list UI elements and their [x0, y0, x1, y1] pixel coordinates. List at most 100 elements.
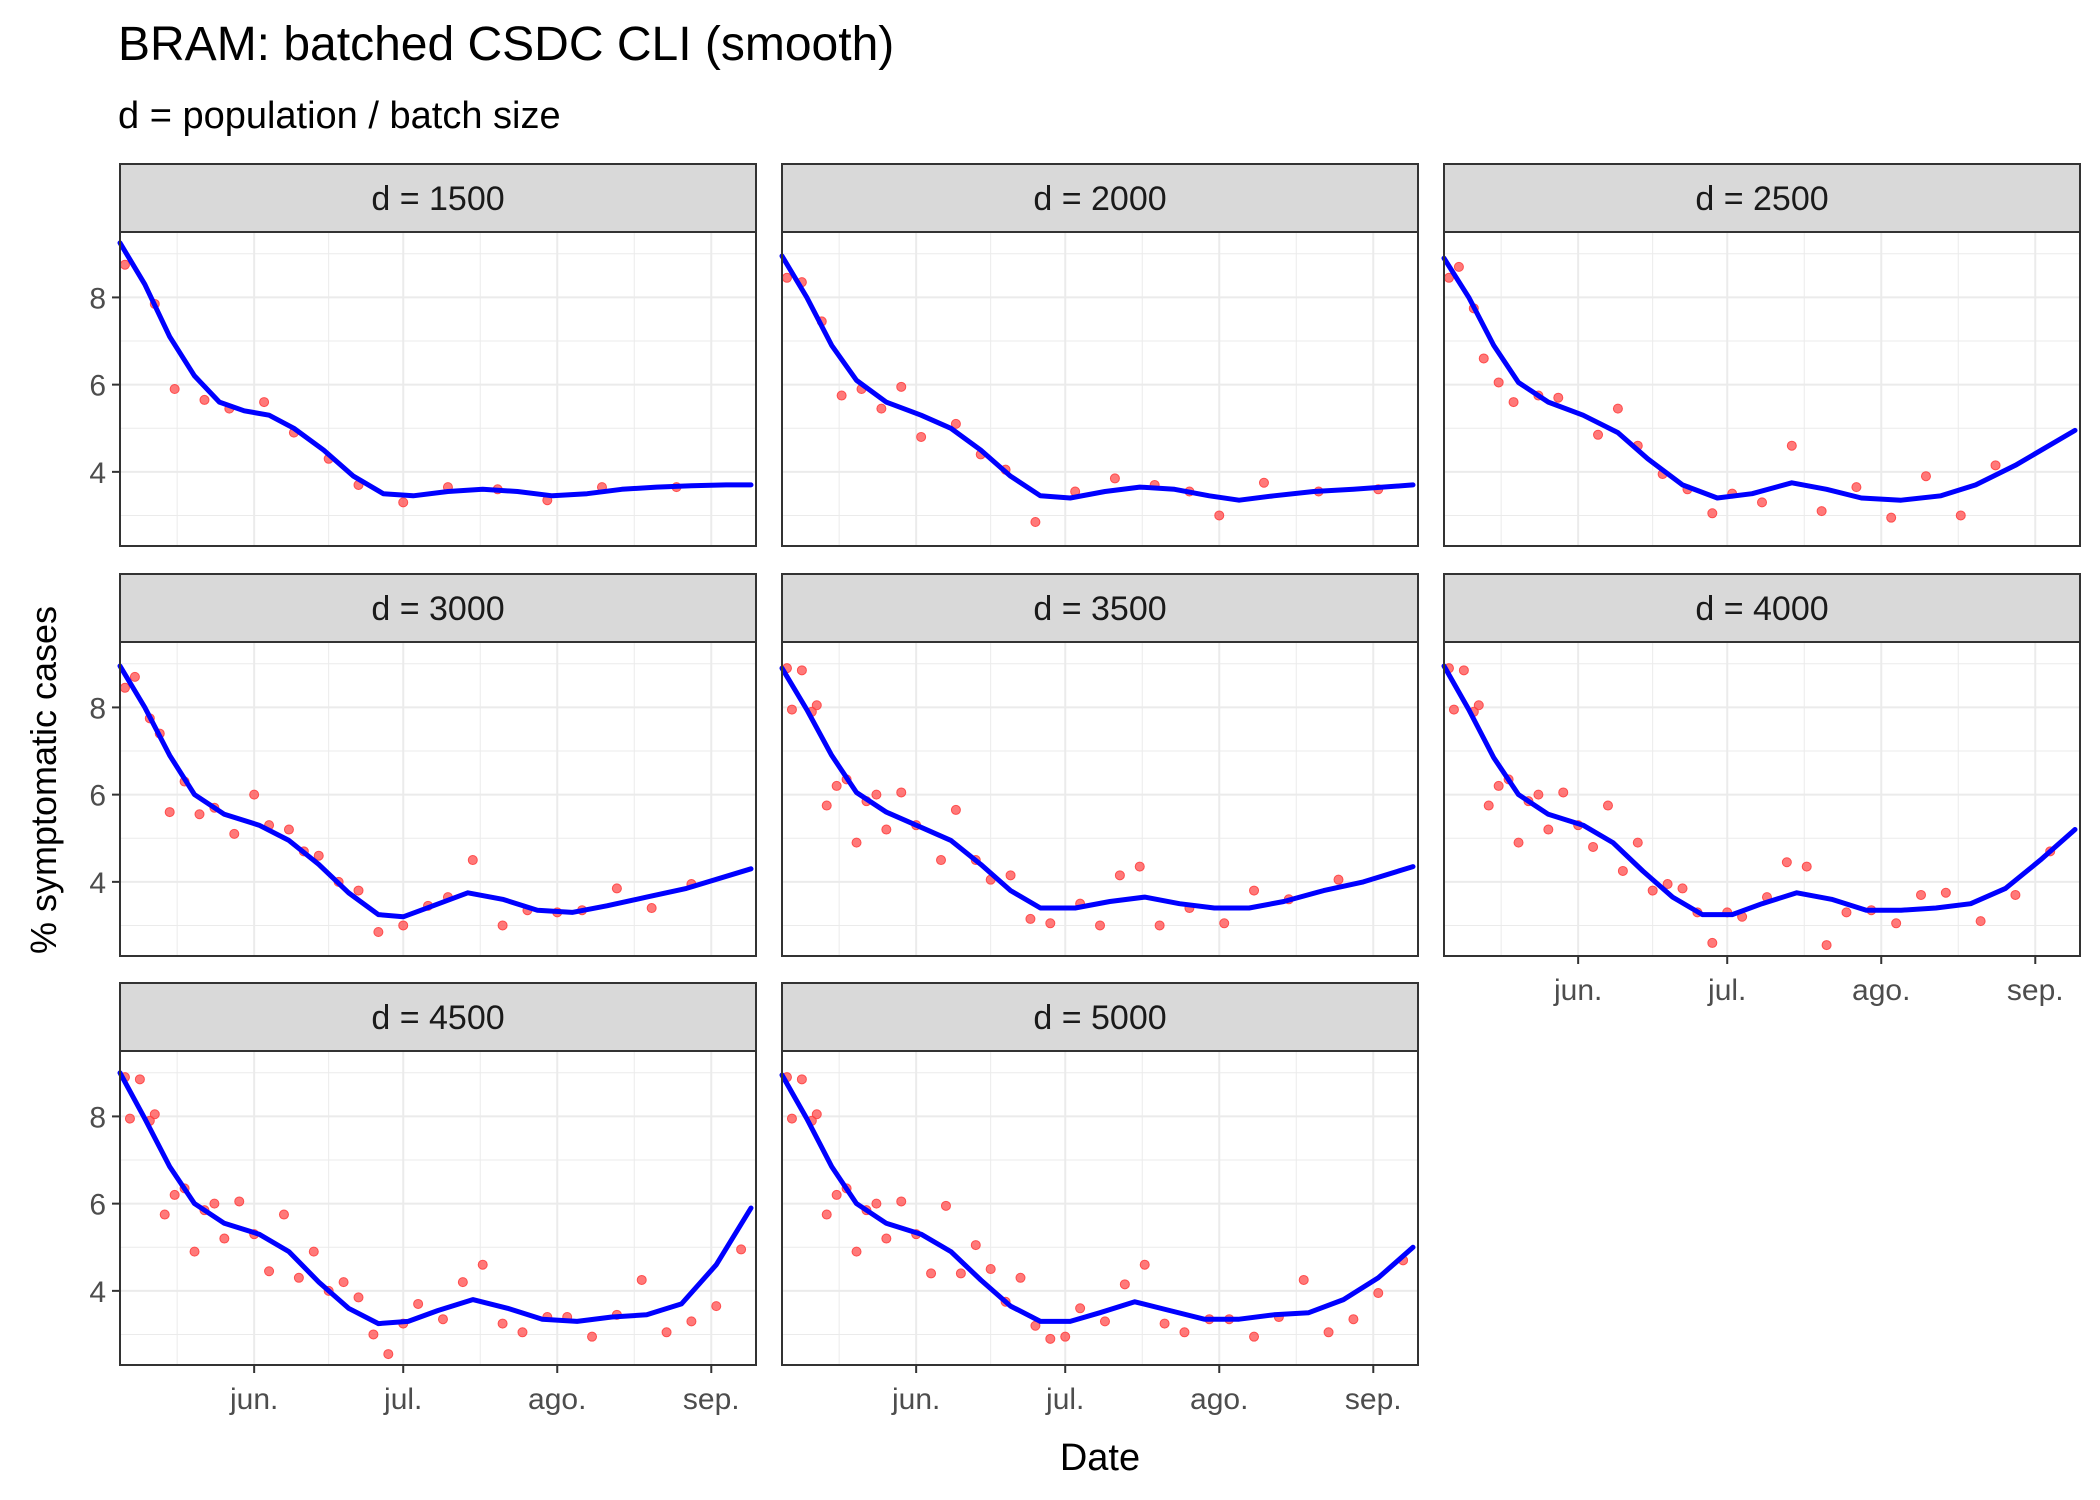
data-point: [1333, 874, 1344, 885]
data-point: [373, 927, 384, 938]
smooth-line: [117, 663, 754, 920]
data-point: [283, 824, 294, 835]
data-point: [587, 1331, 598, 1342]
data-point: [786, 704, 797, 715]
data-point: [1647, 885, 1658, 896]
plot-background: [1444, 232, 2080, 546]
smooth-line: [1441, 663, 2078, 918]
data-point: [219, 1233, 230, 1244]
data-point: [229, 828, 240, 839]
data-point: [1955, 510, 1966, 521]
facet-panel: d = 1500 4 6 8: [89, 163, 757, 547]
data-point: [1553, 392, 1564, 403]
data-point: [1179, 1327, 1190, 1338]
data-point: [169, 1189, 180, 1200]
data-point: [821, 800, 832, 811]
panel-border: [1443, 641, 2081, 957]
facet-strip: [119, 982, 757, 1052]
data-point: [851, 837, 862, 848]
y-tick-label: 6: [89, 370, 106, 403]
data-point: [338, 1277, 349, 1288]
data-point: [308, 1246, 319, 1257]
facet-panel: d = 3000 4 6 8: [89, 573, 757, 957]
smooth-line: [779, 1072, 1416, 1324]
data-point: [1801, 861, 1812, 872]
data-point: [970, 1240, 981, 1251]
plot-background: [782, 232, 1418, 546]
data-point: [1139, 1259, 1150, 1270]
panel-border: [781, 641, 1419, 957]
data-point: [1114, 870, 1125, 881]
data-point: [871, 789, 882, 800]
data-point: [313, 850, 324, 861]
data-point: [1891, 918, 1902, 929]
data-point: [1109, 473, 1120, 484]
data-point: [1916, 889, 1926, 900]
facet-panel: d = 2000: [779, 163, 1419, 547]
panel-border: [1443, 231, 2081, 547]
data-point: [368, 1329, 379, 1340]
y-tick-label: 4: [89, 1276, 106, 1309]
data-point: [611, 883, 622, 894]
data-point: [383, 1349, 394, 1360]
x-tick-label: jun.: [229, 1383, 278, 1416]
data-point: [940, 1200, 951, 1211]
data-point: [353, 885, 364, 896]
x-tick-label: ago.: [528, 1383, 586, 1416]
data-point: [1483, 800, 1494, 811]
y-tick-label: 8: [89, 282, 106, 315]
data-point: [781, 272, 792, 283]
data-point: [2010, 889, 2021, 900]
data-point: [1821, 940, 1832, 951]
x-tick-label: sep.: [683, 1383, 740, 1416]
x-tick-label: sep.: [1345, 1383, 1402, 1416]
data-point: [1045, 1333, 1056, 1344]
y-tick-label: 8: [89, 1101, 106, 1134]
panel-border: [119, 1050, 757, 1366]
data-point: [1508, 397, 1519, 408]
data-point: [661, 1327, 672, 1338]
data-point: [916, 431, 927, 442]
data-point: [1588, 841, 1599, 852]
facet-panel: d = 4500 4 6 8 jun. jul. ago. sep.: [89, 982, 757, 1416]
data-point: [811, 1109, 822, 1120]
data-point: [129, 671, 140, 682]
smooth-line: [779, 253, 1416, 503]
data-point: [1493, 780, 1504, 791]
data-point: [1060, 1331, 1071, 1342]
smooth-line: [779, 665, 1416, 911]
data-point: [293, 1272, 304, 1283]
facet-label: d = 4500: [371, 999, 504, 1037]
data-point: [896, 381, 907, 392]
data-point: [950, 418, 961, 429]
data-point: [985, 1264, 996, 1275]
x-tick-label: sep.: [2007, 974, 2064, 1007]
data-point: [736, 1244, 747, 1255]
facet-label: d = 2000: [1033, 180, 1166, 218]
data-point: [278, 1209, 289, 1220]
data-point: [1154, 920, 1165, 931]
chart-subtitle: d = population / batch size: [118, 95, 561, 137]
facet-label: d = 1500: [371, 180, 504, 218]
data-point: [159, 1209, 170, 1220]
data-point: [194, 809, 205, 820]
data-point: [851, 1246, 862, 1257]
facet-label: d = 2500: [1695, 180, 1828, 218]
data-point: [457, 1277, 468, 1288]
x-axis-label: Date: [1060, 1437, 1140, 1479]
data-point: [831, 1189, 842, 1200]
data-point: [1662, 879, 1673, 890]
data-point: [1612, 403, 1623, 414]
data-point: [1015, 1272, 1026, 1283]
x-tick-label: jul.: [1707, 974, 1746, 1007]
plot-background: [120, 642, 756, 956]
data-point: [796, 665, 807, 676]
data-point: [1045, 918, 1056, 929]
data-point: [811, 700, 822, 711]
data-point: [1513, 837, 1524, 848]
data-point: [950, 804, 961, 815]
x-tick-label: jun.: [1553, 974, 1602, 1007]
data-point: [119, 259, 130, 270]
